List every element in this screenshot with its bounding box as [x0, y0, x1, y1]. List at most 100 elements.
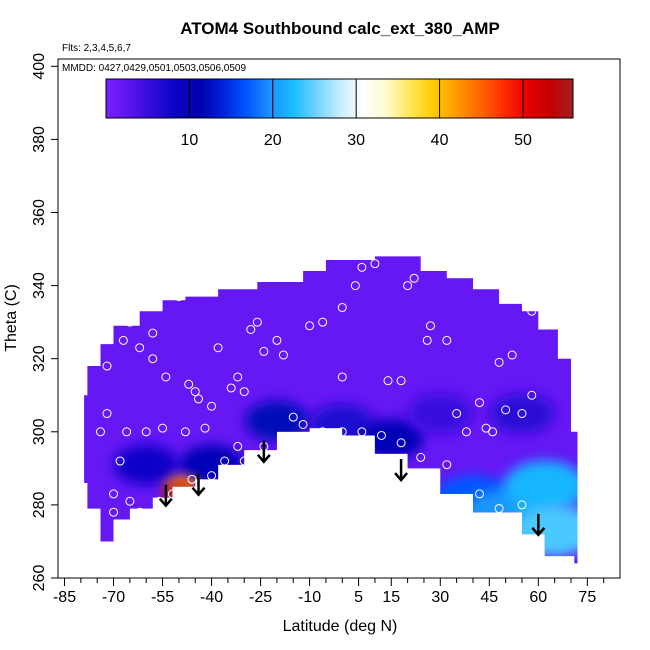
sample-point [95, 427, 105, 437]
sample-point [115, 456, 125, 466]
y-axis-label: Theta (C) [3, 284, 20, 352]
sample-point [207, 401, 217, 411]
sample-point [174, 292, 184, 302]
field-feature [408, 393, 473, 434]
sample-point [396, 376, 406, 386]
sample-point [158, 423, 168, 433]
down-arrow-icon [531, 513, 546, 537]
sample-point [475, 489, 484, 499]
sample-point [298, 419, 308, 429]
sample-point [475, 398, 484, 408]
x-tick-label: -55 [151, 589, 174, 606]
sample-point [187, 474, 197, 484]
sample-point [442, 460, 452, 470]
x-tick-label: -10 [298, 589, 321, 606]
chart-title: ATOM4 Southbound calc_ext_380_AMP [180, 19, 500, 38]
sample-point [494, 357, 504, 367]
colorbar: 10 20 30 40 50 [105, 78, 574, 149]
y-axis: 260 280 300 320 340 360 380 400 [31, 53, 58, 591]
field-feature [513, 504, 578, 557]
sample-point [337, 372, 347, 382]
dates-annotation: MMDD: 0427,0429,0501,0503,0506,0509 [62, 63, 246, 74]
sample-point [135, 507, 145, 517]
sample-point [517, 500, 527, 510]
y-tick-label: 320 [31, 345, 48, 372]
sample-point [318, 427, 328, 437]
sample-point [442, 335, 452, 345]
sample-point [370, 259, 380, 269]
sample-points [95, 259, 537, 517]
y-tick-label: 380 [31, 126, 48, 153]
colorbar-tick-label: 10 [180, 132, 198, 149]
sample-point [233, 372, 243, 382]
field-feature [244, 400, 309, 441]
x-tick-label: 15 [382, 589, 400, 606]
sample-point [376, 430, 386, 440]
sample-point [213, 343, 223, 353]
sample-point [425, 321, 435, 331]
y-tick-label: 340 [31, 272, 48, 299]
sample-point [102, 409, 112, 419]
sample-point [239, 387, 249, 397]
wind-arrows [158, 440, 546, 537]
sample-point [383, 376, 393, 386]
field-feature [489, 393, 554, 434]
down-arrow-icon [158, 484, 173, 508]
x-tick-label: 5 [354, 589, 363, 606]
x-axis-label: Latitude (deg N) [283, 618, 398, 635]
sample-point [148, 328, 158, 338]
sample-point [118, 335, 128, 345]
sample-point [507, 350, 517, 360]
y-tick-label: 260 [31, 565, 48, 592]
sample-point [220, 456, 230, 466]
flights-annotation: Flts: 2,3,4,5,6,7 [62, 43, 131, 54]
sample-point [141, 427, 151, 437]
heatmap-field [84, 256, 578, 564]
sample-point [167, 489, 177, 499]
sample-point [305, 321, 315, 331]
x-tick-label: 75 [578, 589, 596, 606]
sample-point [135, 343, 145, 353]
sample-point [396, 438, 406, 448]
x-tick-label: -85 [53, 589, 76, 606]
sample-point [272, 335, 282, 345]
sample-point [109, 489, 119, 499]
sample-point [125, 496, 135, 506]
sample-point [259, 346, 269, 356]
sample-point [200, 423, 210, 433]
field-feature [162, 483, 195, 504]
sample-point [403, 281, 413, 291]
sample-point [226, 383, 236, 393]
sample-point [416, 452, 426, 462]
colorbar-tick-label: 40 [431, 132, 449, 149]
sample-point [233, 441, 243, 451]
sample-point [452, 409, 462, 419]
sample-point [239, 456, 249, 466]
down-arrow-icon [191, 473, 206, 497]
field-feature [359, 419, 424, 460]
sample-point [190, 387, 200, 397]
sample-point [161, 372, 171, 382]
plot-frame [57, 58, 621, 579]
sample-point [337, 427, 347, 437]
sample-point [109, 507, 119, 517]
sample-point [288, 412, 298, 422]
sample-point [488, 427, 498, 437]
colorbar-tick-label: 20 [264, 132, 282, 149]
y-tick-label: 400 [31, 53, 48, 80]
sample-point [357, 427, 367, 437]
sample-point [337, 303, 347, 313]
sample-point [109, 314, 119, 323]
sample-point [278, 350, 288, 360]
x-tick-label: -25 [249, 589, 272, 606]
x-tick-label: 30 [431, 589, 449, 606]
x-tick-label: -70 [102, 589, 125, 606]
colorbar-tick-label: 50 [514, 132, 532, 149]
y-tick-label: 360 [31, 199, 48, 226]
sample-point [527, 390, 537, 400]
x-axis: -85 -70 -55 -40 -25 -10 5 15 30 45 60 75 [53, 578, 605, 606]
colorbar-tick-label: 30 [347, 132, 365, 149]
sample-point [527, 306, 537, 316]
down-arrow-icon [256, 440, 271, 464]
